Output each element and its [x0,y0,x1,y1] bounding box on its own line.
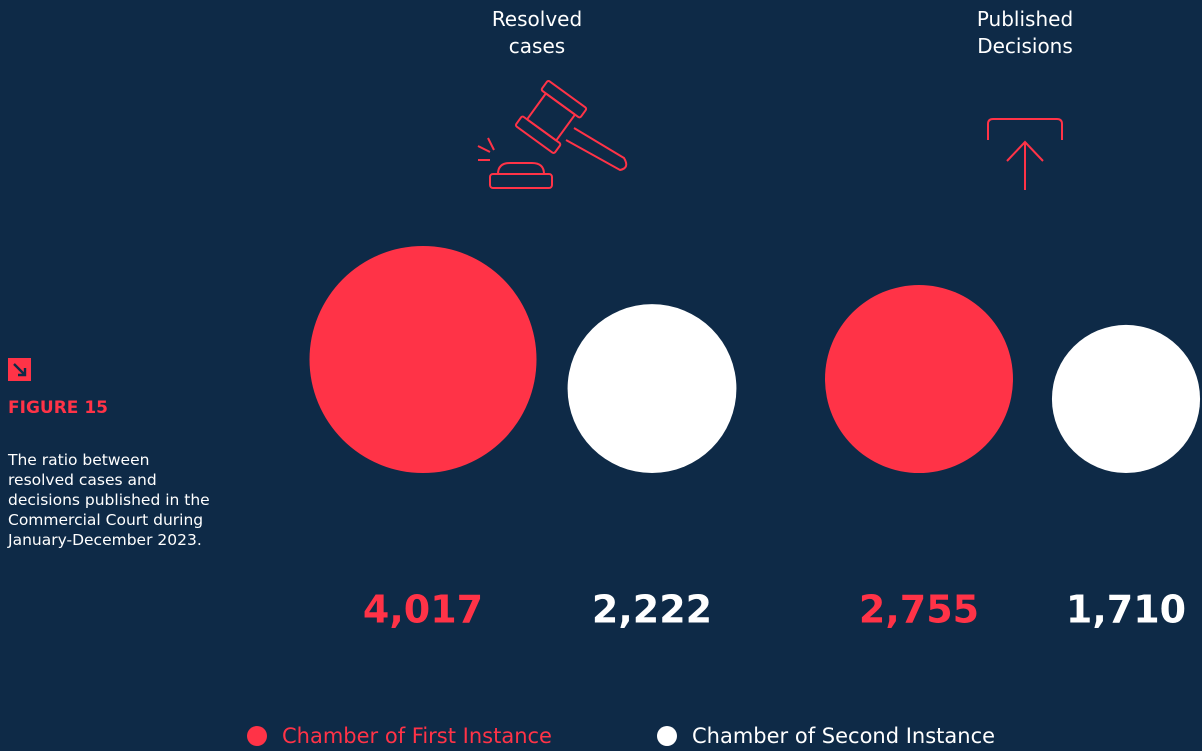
upload-icon [987,118,1063,190]
value-label: 1,710 [1066,588,1186,632]
bubble [567,304,737,473]
legend-swatch [657,726,677,746]
caption: The ratio between resolved cases and dec… [8,451,210,549]
gavel-icon [477,80,628,189]
bubble [825,285,1013,473]
legend-swatch [247,726,267,746]
bubble [1051,324,1201,473]
bubble [309,246,537,473]
category-label: Published Decisions [976,7,1074,58]
legend-label: Chamber of First Instance [282,724,552,748]
value-label: 2,755 [859,588,979,632]
figure-label: FIGURE 15 [8,398,108,418]
legend-label: Chamber of Second Instance [692,724,995,748]
figure-arrow [13,363,27,377]
value-label: 2,222 [592,588,712,632]
category-label: Resolved cases [491,7,583,58]
value-label: 4,017 [363,588,483,632]
